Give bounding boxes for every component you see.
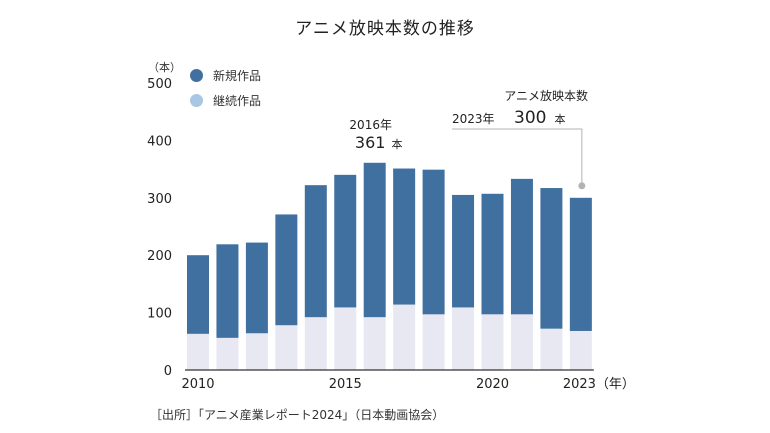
legend-swatch-new xyxy=(190,68,203,82)
bar-continued-2023 xyxy=(569,330,592,370)
bar-continued-2013 xyxy=(275,325,298,370)
annotation-2023-year: 2023年 xyxy=(452,112,495,126)
annotation-2023-value: 300 本 xyxy=(514,108,565,128)
bar-new-2023 xyxy=(569,197,592,331)
bar-continued-2016 xyxy=(363,317,386,370)
bar-new-2010 xyxy=(187,255,209,334)
legend-label-new: 新規作品 xyxy=(213,68,262,83)
x-tick-label-2023: 2023（年） xyxy=(563,377,635,392)
y-tick-label: 300 xyxy=(147,192,172,207)
bar-new-2020 xyxy=(481,193,504,315)
bar-new-2011 xyxy=(216,244,239,338)
y-axis-unit-label: （本） xyxy=(148,61,181,74)
annotation-2023-heading: アニメ放映本数 xyxy=(504,88,588,103)
bar-new-2022 xyxy=(540,188,563,329)
y-tick-label: 200 xyxy=(147,249,172,264)
bar-continued-2010 xyxy=(187,333,209,370)
bar-continued-2019 xyxy=(452,307,475,370)
bar-continued-2015 xyxy=(334,307,357,370)
bar-continued-2011 xyxy=(216,337,239,370)
x-tick-label-2020: 2020 xyxy=(476,377,509,392)
annotation-2023-leader-line xyxy=(452,128,583,186)
y-tick-label: 500 xyxy=(147,77,172,92)
bar-continued-2018 xyxy=(422,314,445,370)
chart-title: アニメ放映本数の推移 xyxy=(295,19,475,39)
y-tick-label: 0 xyxy=(164,364,172,379)
annotation-2016-year: 2016年 xyxy=(349,118,392,132)
bar-continued-2017 xyxy=(393,304,416,370)
bar-new-2015 xyxy=(334,174,357,308)
bar-new-2018 xyxy=(422,169,445,315)
x-tick-label-2010: 2010 xyxy=(181,377,214,392)
y-tick-label: 100 xyxy=(147,307,172,322)
legend-swatch-continued xyxy=(190,93,203,107)
bar-new-2013 xyxy=(275,214,298,326)
bar-new-2021 xyxy=(510,178,533,315)
bar-continued-2020 xyxy=(481,314,504,370)
bar-continued-2014 xyxy=(304,317,327,370)
annotation-2023-marker xyxy=(578,182,586,190)
source-note: ［出所］「アニメ産業レポート2024」（日本動画協会） xyxy=(150,408,445,422)
annotation-2016-value: 361 本 xyxy=(355,133,403,152)
bar-new-2014 xyxy=(304,185,327,318)
bar-new-2017 xyxy=(393,168,416,305)
legend-item-new: 新規作品 xyxy=(190,64,261,86)
bar-continued-2022 xyxy=(540,328,563,370)
legend: 新規作品 継続作品 xyxy=(190,64,261,114)
bar-continued-2012 xyxy=(245,333,268,370)
bar-new-2019 xyxy=(452,194,475,308)
bar-continued-2021 xyxy=(510,314,533,370)
x-tick-label-2015: 2015 xyxy=(329,377,362,392)
legend-label-continued: 継続作品 xyxy=(213,93,262,108)
legend-item-continued: 継続作品 xyxy=(190,89,261,111)
bar-new-2016 xyxy=(363,162,386,318)
bar-new-2012 xyxy=(245,242,268,334)
y-tick-label: 400 xyxy=(147,134,172,149)
